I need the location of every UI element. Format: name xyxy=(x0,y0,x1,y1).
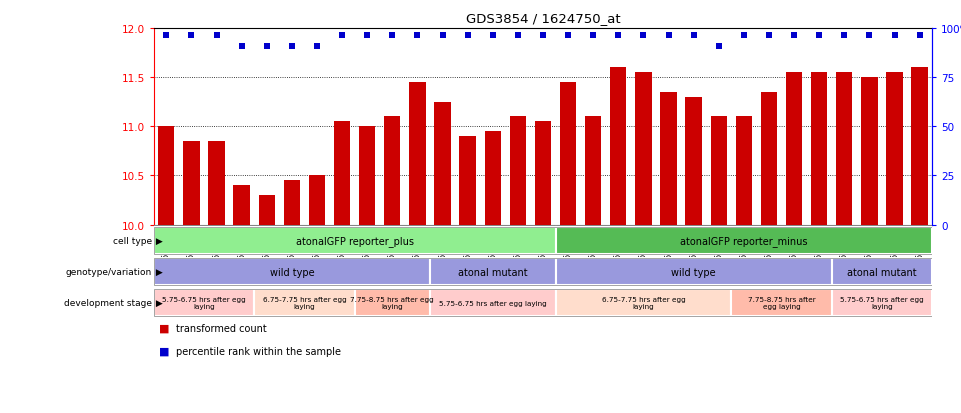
Bar xyxy=(434,102,451,225)
Bar xyxy=(635,73,652,225)
Bar xyxy=(154,228,555,254)
Bar xyxy=(731,290,831,316)
Bar xyxy=(154,290,255,316)
Bar xyxy=(555,228,932,254)
Bar xyxy=(861,78,877,225)
Bar xyxy=(761,93,777,225)
Bar xyxy=(736,117,752,225)
Text: 6.75-7.75 hrs after egg
laying: 6.75-7.75 hrs after egg laying xyxy=(262,297,346,309)
Text: percentile rank within the sample: percentile rank within the sample xyxy=(176,346,341,356)
Bar xyxy=(535,122,551,225)
Bar xyxy=(555,259,831,285)
Bar xyxy=(836,73,852,225)
Bar xyxy=(355,290,430,316)
Text: atonal mutant: atonal mutant xyxy=(458,267,528,277)
Text: ▶: ▶ xyxy=(153,268,162,276)
Text: ▶: ▶ xyxy=(153,299,162,307)
Bar xyxy=(430,259,555,285)
Bar xyxy=(786,73,802,225)
Bar xyxy=(159,127,175,225)
Text: 5.75-6.75 hrs after egg laying: 5.75-6.75 hrs after egg laying xyxy=(439,300,547,306)
Bar xyxy=(184,142,200,225)
Bar xyxy=(710,117,727,225)
Bar xyxy=(831,259,932,285)
Bar xyxy=(430,290,555,316)
Text: ■: ■ xyxy=(159,323,169,333)
Text: cell type: cell type xyxy=(112,237,152,245)
Bar xyxy=(560,83,577,225)
Text: 5.75-6.75 hrs after egg
laying: 5.75-6.75 hrs after egg laying xyxy=(162,297,246,309)
Bar xyxy=(509,117,526,225)
Text: atonal mutant: atonal mutant xyxy=(848,267,917,277)
Bar xyxy=(685,97,702,225)
Text: wild type: wild type xyxy=(672,267,716,277)
Text: transformed count: transformed count xyxy=(176,323,266,333)
Bar xyxy=(811,73,827,225)
Bar xyxy=(154,259,430,285)
Bar xyxy=(209,142,225,225)
Bar xyxy=(886,73,902,225)
Text: atonalGFP reporter_minus: atonalGFP reporter_minus xyxy=(680,235,807,247)
Bar xyxy=(911,68,927,225)
Bar xyxy=(308,176,325,225)
Text: atonalGFP reporter_plus: atonalGFP reporter_plus xyxy=(296,235,413,247)
Text: ■: ■ xyxy=(159,346,169,356)
Bar xyxy=(255,290,355,316)
Text: 5.75-6.75 hrs after egg
laying: 5.75-6.75 hrs after egg laying xyxy=(840,297,924,309)
Text: GDS3854 / 1624750_at: GDS3854 / 1624750_at xyxy=(466,12,620,25)
Bar xyxy=(283,181,300,225)
Text: 7.75-8.75 hrs after
egg laying: 7.75-8.75 hrs after egg laying xyxy=(748,297,815,309)
Bar xyxy=(384,117,401,225)
Bar xyxy=(831,290,932,316)
Bar xyxy=(484,132,501,225)
Text: genotype/variation: genotype/variation xyxy=(65,268,152,276)
Bar xyxy=(610,68,627,225)
Bar xyxy=(555,290,731,316)
Text: ▶: ▶ xyxy=(153,237,162,245)
Bar xyxy=(660,93,677,225)
Bar xyxy=(585,117,602,225)
Text: 6.75-7.75 hrs after egg
laying: 6.75-7.75 hrs after egg laying xyxy=(602,297,685,309)
Text: wild type: wild type xyxy=(269,267,314,277)
Bar xyxy=(409,83,426,225)
Text: 7.75-8.75 hrs after egg
laying: 7.75-8.75 hrs after egg laying xyxy=(351,297,434,309)
Bar xyxy=(259,196,275,225)
Text: development stage: development stage xyxy=(63,299,152,307)
Bar xyxy=(459,137,476,225)
Bar xyxy=(333,122,350,225)
Bar xyxy=(234,186,250,225)
Bar xyxy=(359,127,376,225)
